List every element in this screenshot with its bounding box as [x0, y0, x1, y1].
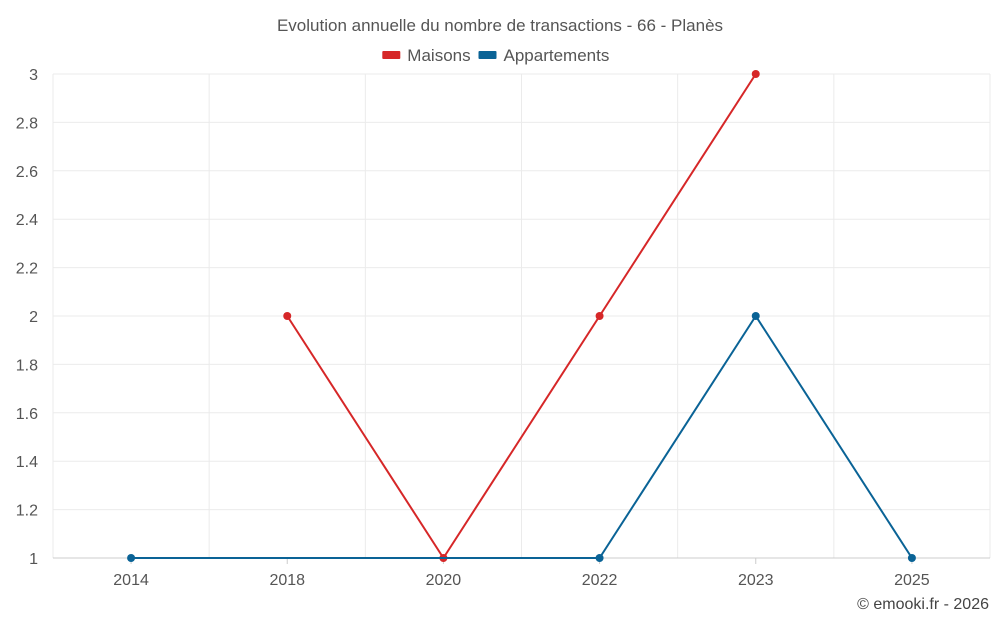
x-tick-label: 2022: [582, 572, 618, 589]
grid-layer: [52, 73, 991, 558]
x-tick-label: 2025: [894, 572, 930, 589]
y-tick-label: 2.6: [16, 164, 38, 181]
y-tick-label: 2.2: [16, 261, 38, 278]
legend-item-maisons[interactable]: Maisons: [382, 46, 471, 65]
x-tick-label: 2014: [113, 572, 149, 589]
legend: Maisons Appartements: [382, 46, 609, 65]
legend-label: Maisons: [407, 46, 470, 65]
chart-title: Evolution annuelle du nombre de transact…: [277, 16, 723, 35]
legend-swatch: [382, 51, 401, 59]
x-tick-label: 2020: [426, 572, 462, 589]
y-tick-label: 1: [29, 551, 38, 568]
series-line-appartements: [131, 315, 913, 559]
data-point-appartements[interactable]: [751, 312, 760, 320]
y-tick-label: 2.8: [16, 115, 38, 132]
series-layer: [127, 70, 916, 562]
data-point-maisons[interactable]: [283, 312, 292, 320]
y-tick-label: 1.4: [16, 454, 38, 471]
credit-text: © emooki.fr - 2026: [857, 596, 989, 613]
data-point-appartements[interactable]: [907, 554, 916, 562]
legend-swatch: [478, 51, 497, 59]
x-tick-label: 2018: [269, 572, 305, 589]
y-tick-label: 2.4: [16, 212, 38, 229]
label-layer: 1 1.2 1.4 1.6 1.8 2 2.2 2.4 2.6 2.8 3 2014 2018 2020 2…: [16, 67, 930, 589]
data-point-maisons[interactable]: [751, 70, 760, 78]
y-tick-label: 3: [29, 67, 38, 84]
legend-label: Appartements: [504, 46, 610, 65]
y-tick-label: 1.8: [16, 357, 38, 374]
y-tick-label: 1.6: [16, 406, 38, 423]
data-point-appartements[interactable]: [127, 554, 136, 562]
y-tick-label: 1.2: [16, 503, 38, 520]
x-tick-label: 2023: [738, 572, 774, 589]
data-point-appartements[interactable]: [595, 554, 604, 562]
data-point-maisons[interactable]: [595, 312, 604, 320]
series-line-maisons: [286, 73, 757, 559]
y-tick-label: 2: [29, 309, 38, 326]
legend-item-appartements[interactable]: Appartements: [478, 46, 610, 65]
